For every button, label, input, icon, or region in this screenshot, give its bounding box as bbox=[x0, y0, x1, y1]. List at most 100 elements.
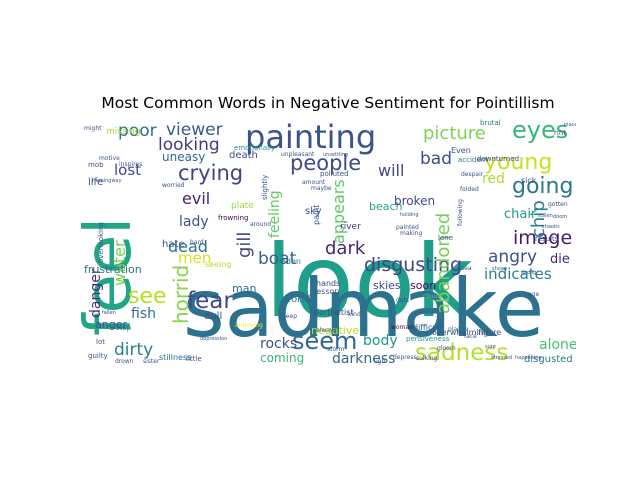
word-beach: beach bbox=[369, 200, 403, 213]
word-around: around bbox=[250, 221, 271, 228]
word-seem: seem bbox=[292, 327, 357, 355]
word-storm: storm bbox=[327, 346, 345, 353]
word-painting: painting bbox=[245, 118, 376, 156]
word-shows: shows bbox=[492, 266, 508, 272]
word-men: men bbox=[178, 249, 211, 267]
word-sick: sick bbox=[521, 176, 537, 185]
word-image: image bbox=[513, 227, 572, 249]
word-sister: sister bbox=[143, 358, 160, 365]
word-water: water bbox=[110, 240, 129, 286]
word-slightly: slightly bbox=[261, 175, 269, 200]
word-place: place bbox=[564, 122, 576, 128]
word-fear: fear bbox=[187, 288, 233, 314]
word-cloud: look sadmake feel painting eyes people seem sad… bbox=[80, 118, 576, 366]
word-skies: skies bbox=[373, 279, 401, 292]
word-missing: missing bbox=[106, 127, 141, 137]
word-eden: eden bbox=[281, 257, 301, 266]
word-difficult: difficult bbox=[413, 323, 443, 332]
word-guilty: guilty bbox=[88, 352, 108, 360]
word-darkness: darkness bbox=[332, 351, 395, 366]
word-dull: dull bbox=[204, 311, 222, 322]
word-gill: gill bbox=[234, 232, 255, 258]
word-gotten: gotten bbox=[548, 201, 568, 208]
word-lesson: lesson bbox=[314, 287, 339, 296]
word-worried: worried bbox=[162, 182, 185, 189]
word-hemingway: Hemingway bbox=[92, 178, 122, 184]
word-drown: drown bbox=[115, 358, 134, 365]
word-accident: accident bbox=[458, 156, 488, 164]
word-eyes: eyes bbox=[512, 118, 568, 144]
word-overwhelming: overwhelming bbox=[432, 328, 489, 337]
word-unsettling: unsettling bbox=[323, 152, 348, 158]
word-feeling: feeling bbox=[267, 190, 283, 238]
word-lot: lot bbox=[96, 338, 105, 346]
word-brutal: brutal bbox=[480, 119, 501, 127]
word-dots: dots bbox=[396, 297, 409, 304]
word-even: Even bbox=[451, 146, 471, 155]
word-body: body bbox=[363, 333, 398, 349]
word-red: red bbox=[482, 171, 505, 187]
word-fallen: fallen bbox=[102, 310, 116, 316]
word-mob: mob bbox=[88, 161, 104, 169]
word-emotionally: emotionally bbox=[234, 144, 275, 152]
word-negative: negative bbox=[311, 324, 359, 337]
word-holding: holding bbox=[400, 212, 419, 218]
word-maybe: maybe bbox=[311, 185, 332, 192]
word-sadness: sadness bbox=[415, 340, 508, 366]
word-stop: stop bbox=[116, 324, 132, 332]
word-appears: appears bbox=[329, 179, 348, 244]
word-picture: picture bbox=[423, 123, 486, 144]
word-lady: lady bbox=[179, 214, 209, 230]
word-see: see bbox=[128, 284, 167, 309]
word-alone: alone bbox=[539, 337, 576, 353]
word-rint: rint bbox=[554, 129, 566, 137]
word-boat: boat bbox=[258, 249, 297, 269]
word-deep: deep bbox=[282, 313, 297, 320]
word-chaotic: chaotic bbox=[542, 224, 560, 230]
word-hands: hands bbox=[316, 279, 340, 288]
word-frowning: frowning bbox=[218, 214, 248, 222]
word-happening: happening bbox=[515, 355, 542, 361]
word-sulking: sulking bbox=[416, 355, 438, 362]
word-inspires: inspires bbox=[119, 161, 142, 168]
word-coming: coming bbox=[260, 351, 304, 365]
word-stillness: stillness bbox=[159, 353, 191, 362]
word-overlooking: overlooking bbox=[97, 222, 105, 263]
word-depression: depression bbox=[200, 336, 227, 342]
word-woman: woman bbox=[391, 324, 413, 331]
word-frustration: frustration bbox=[84, 263, 142, 276]
word-age: age bbox=[528, 291, 539, 298]
word-chair: chair bbox=[504, 207, 537, 222]
word-gloom: gloom bbox=[437, 345, 456, 352]
word-man: man bbox=[232, 282, 256, 295]
word-soon: soon bbox=[410, 279, 436, 292]
word-life: life bbox=[88, 177, 103, 188]
word-downturned: downturned bbox=[477, 155, 519, 163]
word-always: always bbox=[316, 327, 337, 334]
figure-title: Most Common Words in Negative Sentiment … bbox=[101, 94, 555, 112]
word-danger: danger bbox=[88, 268, 104, 318]
word-plague: plague bbox=[448, 326, 469, 333]
word-paint: paint bbox=[312, 205, 321, 225]
word-chip: chip bbox=[528, 200, 549, 238]
word-little: little bbox=[186, 355, 202, 363]
word-annoying: annoying bbox=[235, 322, 263, 329]
word-river: river bbox=[340, 222, 361, 232]
word-lone: lone bbox=[438, 234, 453, 242]
word-evil: evil bbox=[182, 189, 210, 208]
word-disgusted: disgusted bbox=[524, 354, 573, 365]
word-sea: sea bbox=[461, 265, 472, 272]
word-horrid: horrid bbox=[169, 265, 193, 324]
word-following: following bbox=[457, 199, 464, 226]
word-poor: poor bbox=[118, 121, 157, 141]
word-lost: lost bbox=[114, 161, 141, 179]
word-hard: hard bbox=[190, 239, 204, 246]
word-folded: folded bbox=[460, 186, 479, 193]
word-sadmake: sadmake bbox=[183, 262, 544, 355]
word-going: going bbox=[512, 174, 573, 199]
word-looking: looking bbox=[158, 135, 220, 155]
word-face: face bbox=[464, 333, 477, 340]
word-sky: sky bbox=[305, 206, 322, 217]
word-people: people bbox=[290, 151, 361, 175]
